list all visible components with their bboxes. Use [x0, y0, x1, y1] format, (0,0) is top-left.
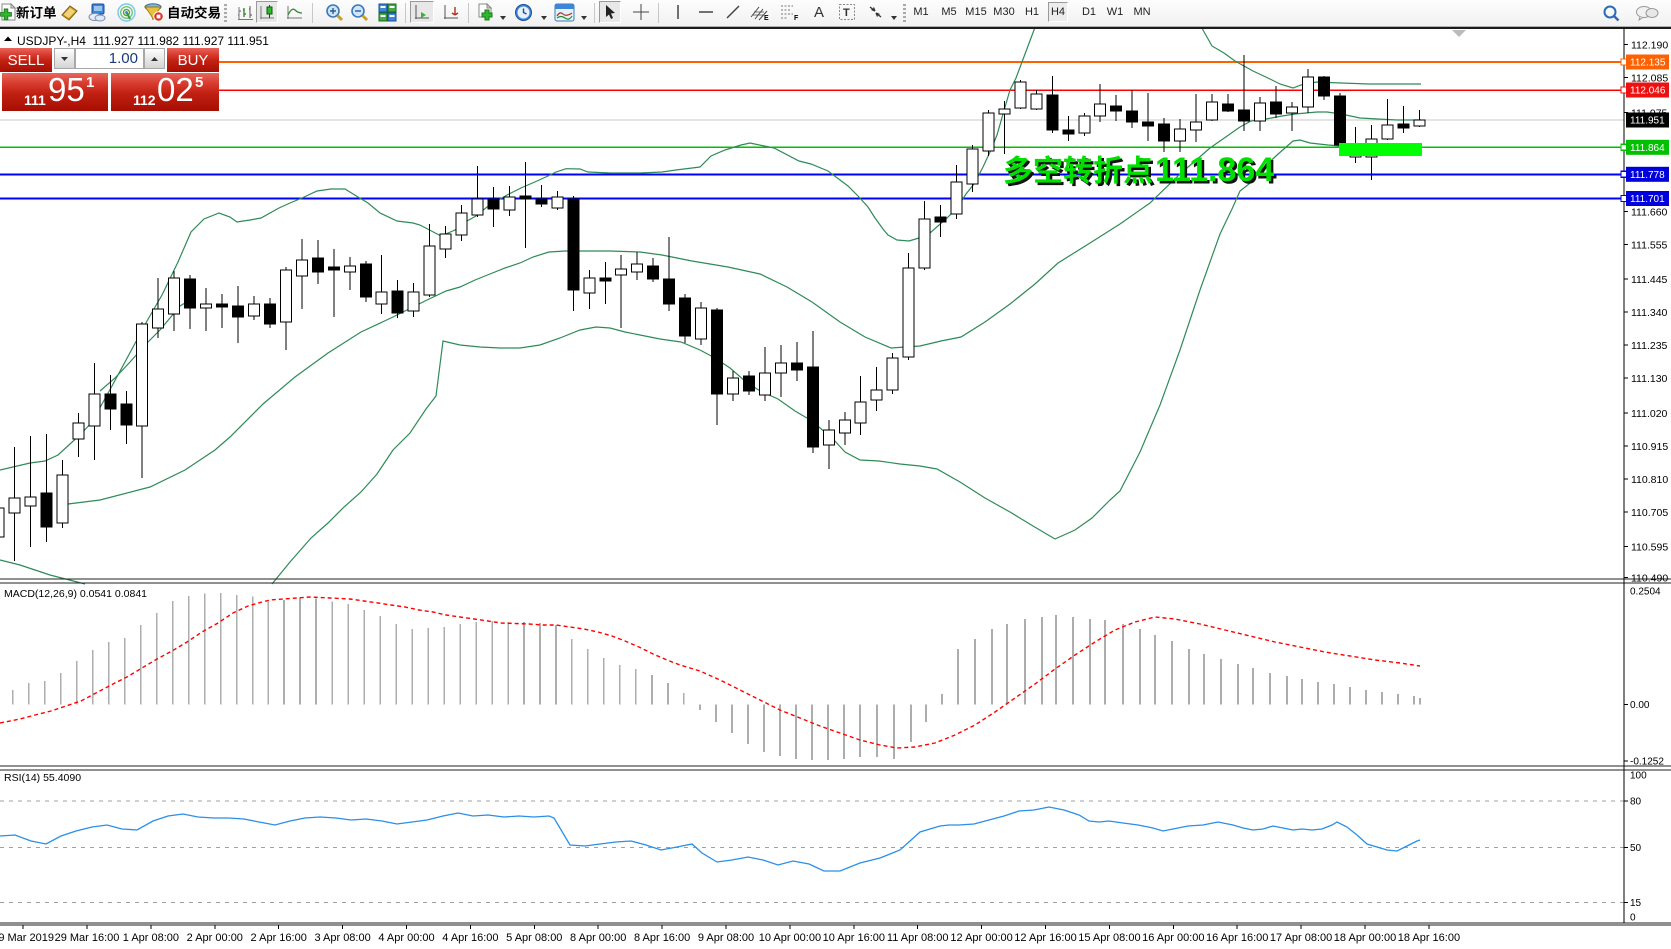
- svg-text:F: F: [794, 15, 799, 21]
- svg-text:110.705: 110.705: [1631, 507, 1668, 519]
- svg-text:111.340: 111.340: [1631, 307, 1668, 319]
- svg-text:11 Apr 08:00: 11 Apr 08:00: [887, 932, 949, 944]
- svg-text:-0.1252: -0.1252: [1630, 757, 1664, 768]
- svg-text:MACD(12,26,9) 0.0541 0.0841: MACD(12,26,9) 0.0541 0.0841: [4, 588, 147, 600]
- svg-text:USDJPY-,H4 111.927 111.982 11: USDJPY-,H4 111.927 111.982 111.927 111.9…: [17, 34, 269, 48]
- svg-text:50: 50: [1630, 843, 1642, 854]
- svg-text:111.660: 111.660: [1631, 206, 1668, 218]
- svg-text:10 Apr 16:00: 10 Apr 16:00: [823, 932, 885, 944]
- svg-text:16 Apr 16:00: 16 Apr 16:00: [1206, 932, 1268, 944]
- svg-text:15: 15: [1630, 898, 1642, 909]
- svg-text:29 Mar 2019: 29 Mar 2019: [0, 932, 54, 944]
- svg-text:9 Apr 08:00: 9 Apr 08:00: [698, 932, 754, 944]
- svg-text:80: 80: [1630, 796, 1642, 807]
- svg-text:111.130: 111.130: [1631, 373, 1668, 385]
- svg-text:12 Apr 00:00: 12 Apr 00:00: [950, 932, 1012, 944]
- svg-text:8 Apr 16:00: 8 Apr 16:00: [634, 932, 690, 944]
- svg-text:112.046: 112.046: [1630, 86, 1666, 97]
- svg-text:16 Apr 00:00: 16 Apr 00:00: [1142, 932, 1204, 944]
- svg-text:15 Apr 08:00: 15 Apr 08:00: [1078, 932, 1140, 944]
- svg-text:4 Apr 00:00: 4 Apr 00:00: [378, 932, 434, 944]
- svg-text:111.864: 111.864: [1155, 151, 1274, 189]
- svg-text:110.490: 110.490: [1631, 573, 1668, 585]
- svg-text:18 Apr 16:00: 18 Apr 16:00: [1398, 932, 1460, 944]
- svg-text:10 Apr 00:00: 10 Apr 00:00: [759, 932, 821, 944]
- svg-text:111.864: 111.864: [1630, 143, 1665, 154]
- svg-text:0: 0: [1630, 913, 1636, 924]
- svg-text:110.810: 110.810: [1631, 474, 1668, 486]
- svg-text:110.595: 110.595: [1631, 542, 1668, 554]
- svg-text:3 Apr 08:00: 3 Apr 08:00: [314, 932, 370, 944]
- svg-text:E: E: [764, 15, 769, 21]
- svg-text:112.085: 112.085: [1631, 73, 1668, 85]
- svg-text:110.915: 110.915: [1631, 441, 1668, 453]
- svg-text:111.235: 111.235: [1631, 340, 1668, 352]
- svg-text:18 Apr 00:00: 18 Apr 00:00: [1334, 932, 1396, 944]
- svg-text:111.445: 111.445: [1631, 274, 1668, 286]
- svg-text:112.190: 112.190: [1631, 40, 1668, 52]
- svg-text:111.864: 111.864: [1158, 154, 1277, 192]
- svg-text:111.951: 111.951: [1630, 116, 1665, 127]
- svg-text:5 Apr 08:00: 5 Apr 08:00: [506, 932, 562, 944]
- svg-text:29 Mar 16:00: 29 Mar 16:00: [55, 932, 120, 944]
- svg-text:111.778: 111.778: [1630, 170, 1665, 181]
- svg-text:1 Apr 08:00: 1 Apr 08:00: [123, 932, 179, 944]
- svg-text:100: 100: [1630, 771, 1647, 782]
- svg-text:17 Apr 08:00: 17 Apr 08:00: [1270, 932, 1332, 944]
- svg-text:RSI(14) 55.4090: RSI(14) 55.4090: [4, 772, 81, 784]
- svg-text:8 Apr 00:00: 8 Apr 00:00: [570, 932, 626, 944]
- svg-text:12 Apr 16:00: 12 Apr 16:00: [1014, 932, 1076, 944]
- svg-text:4 Apr 16:00: 4 Apr 16:00: [442, 932, 498, 944]
- svg-text:0.00: 0.00: [1630, 700, 1650, 711]
- svg-text:2 Apr 00:00: 2 Apr 00:00: [187, 932, 243, 944]
- svg-text:0.2504: 0.2504: [1630, 587, 1661, 598]
- svg-text:112.135: 112.135: [1630, 58, 1666, 69]
- svg-text:T: T: [843, 7, 850, 19]
- svg-text:111.555: 111.555: [1631, 240, 1668, 252]
- svg-text:2 Apr 16:00: 2 Apr 16:00: [251, 932, 307, 944]
- svg-text:111.701: 111.701: [1630, 194, 1665, 205]
- svg-text:111.020: 111.020: [1631, 408, 1668, 420]
